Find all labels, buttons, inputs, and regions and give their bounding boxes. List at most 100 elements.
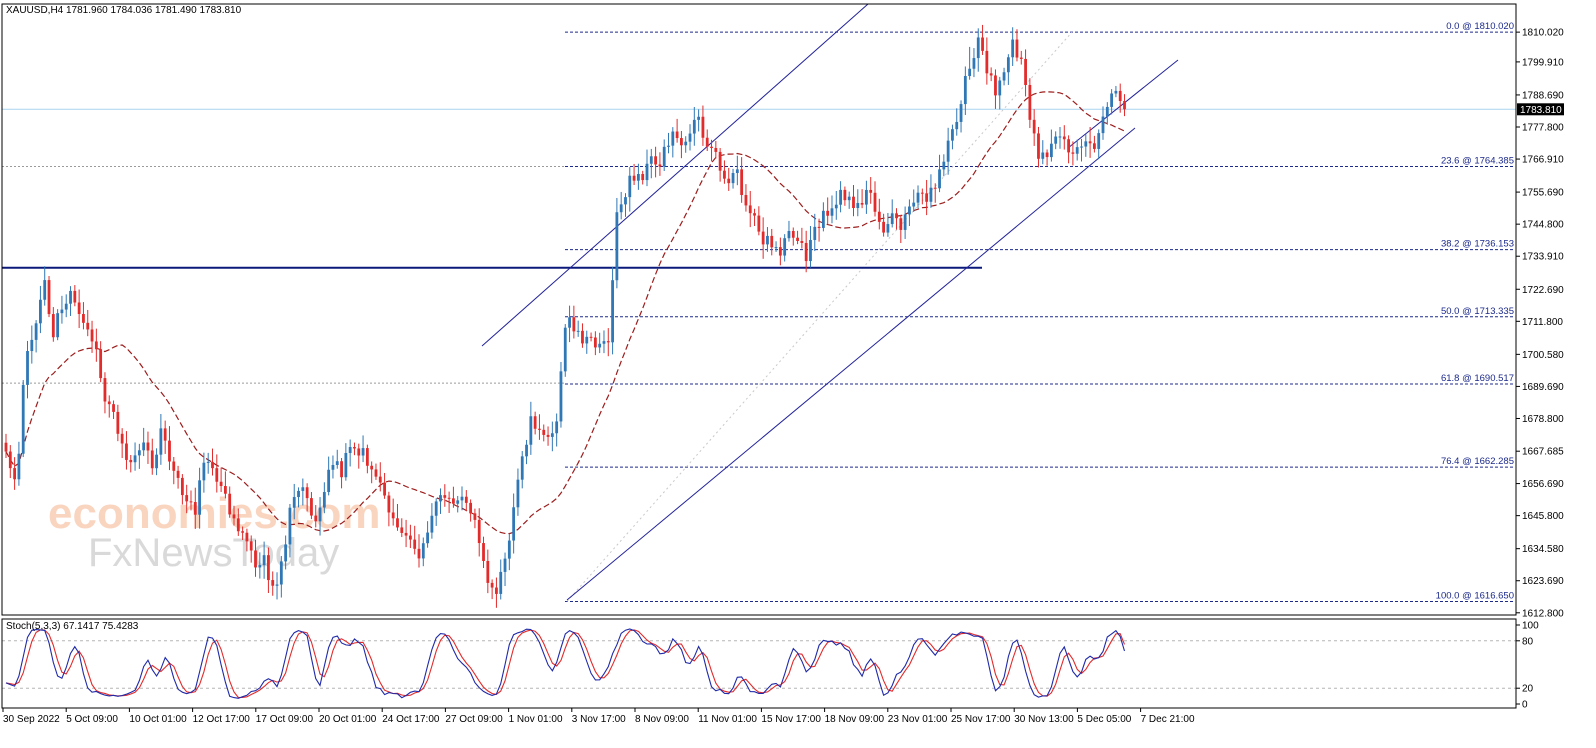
candle-body <box>13 468 17 480</box>
candle-body <box>185 495 189 502</box>
candle <box>774 241 778 252</box>
candle <box>903 206 907 239</box>
candle <box>413 525 417 555</box>
candle-body <box>955 121 959 130</box>
candle <box>619 191 623 220</box>
candle-body <box>8 451 12 469</box>
candle-body <box>1028 84 1032 120</box>
candle <box>710 139 713 162</box>
candle-body <box>378 476 382 483</box>
candle <box>981 24 984 55</box>
candle-body <box>925 193 929 202</box>
candle <box>1101 106 1105 140</box>
candle <box>1062 125 1066 150</box>
candle-body <box>434 501 438 516</box>
candle-body <box>705 137 709 147</box>
candle-body <box>920 192 924 194</box>
candle <box>224 471 227 499</box>
candle <box>137 443 141 469</box>
candle-body <box>443 495 447 498</box>
candle <box>107 395 111 418</box>
candle <box>378 462 382 492</box>
candle-body <box>137 450 141 456</box>
candle <box>443 484 447 507</box>
candle-body <box>593 337 597 348</box>
candle <box>740 157 744 203</box>
candle <box>51 307 55 342</box>
candle-body <box>202 462 206 481</box>
candle <box>73 285 77 307</box>
candle-body <box>507 540 511 559</box>
candle-body <box>1015 39 1019 58</box>
candle-body <box>224 486 227 494</box>
candle-body <box>172 461 176 471</box>
candle-body <box>972 58 976 69</box>
candle-body <box>912 202 916 207</box>
candle-body <box>658 164 662 167</box>
candle <box>809 226 812 268</box>
channel-lower-line <box>566 127 1136 601</box>
candle <box>912 189 916 212</box>
candle-body <box>942 161 946 170</box>
candle <box>581 323 584 348</box>
candle-body <box>783 238 787 256</box>
candle-body <box>374 469 378 477</box>
candle <box>473 508 477 529</box>
candle <box>688 124 692 151</box>
candle-body <box>619 204 623 213</box>
candle <box>168 426 171 471</box>
candle <box>43 266 47 306</box>
candle-body <box>839 189 842 205</box>
candle-body <box>774 247 778 249</box>
candle-body <box>770 235 774 248</box>
candle <box>1093 135 1096 153</box>
candle-body <box>1080 146 1083 148</box>
candle-body <box>150 450 154 469</box>
candle-body <box>1097 133 1101 149</box>
candle-body <box>51 314 55 338</box>
candle-body <box>47 280 51 315</box>
candle <box>512 493 516 554</box>
candle <box>1037 126 1040 168</box>
candle <box>645 149 649 187</box>
candle <box>1123 94 1126 117</box>
candle-body <box>1006 57 1010 73</box>
candle-body <box>512 507 516 541</box>
candle-body <box>998 80 1002 96</box>
candle <box>654 146 658 178</box>
candle-body <box>533 416 537 429</box>
candle-body <box>77 302 81 314</box>
candle <box>155 448 158 476</box>
candle <box>284 535 288 570</box>
candle-body <box>800 240 804 243</box>
candle-body <box>211 461 214 469</box>
candle <box>348 439 352 467</box>
candle <box>873 181 877 217</box>
candle <box>955 108 959 136</box>
candle <box>800 227 804 249</box>
candle-body <box>1002 72 1006 81</box>
candle <box>675 118 679 143</box>
candle <box>817 218 821 242</box>
candle-body <box>611 280 614 343</box>
candle-body <box>994 75 997 96</box>
candle <box>882 213 886 237</box>
candle <box>1024 49 1027 97</box>
candle <box>920 188 924 205</box>
candle <box>766 227 769 252</box>
candle <box>69 286 72 316</box>
candle <box>972 48 976 78</box>
candle <box>1114 85 1118 98</box>
candle-body <box>86 322 90 330</box>
candle <box>938 154 941 193</box>
candle <box>39 285 42 334</box>
candle-body <box>69 290 72 304</box>
candle-body <box>684 141 688 146</box>
candle-body <box>297 490 300 498</box>
candle <box>335 449 339 469</box>
candle-body <box>1123 100 1126 110</box>
candle <box>1110 89 1114 115</box>
candle-body <box>464 496 468 503</box>
